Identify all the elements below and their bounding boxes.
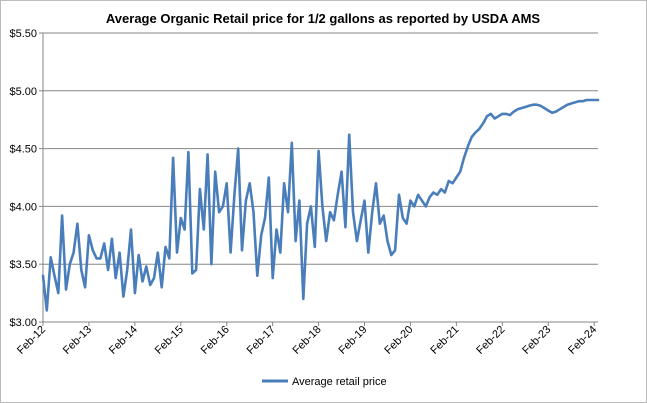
gridlines bbox=[43, 32, 598, 265]
legend: Average retail price bbox=[262, 376, 387, 388]
y-tick-label: $4.50 bbox=[9, 144, 37, 156]
y-tick-label: $5.00 bbox=[9, 86, 37, 98]
y-tick-label: $3.00 bbox=[9, 317, 37, 329]
legend-label: Average retail price bbox=[292, 376, 387, 388]
axes bbox=[42, 33, 598, 323]
series-group bbox=[41, 98, 600, 312]
chart-title: Average Organic Retail price for 1/2 gal… bbox=[106, 11, 541, 26]
x-tick-label: Feb-20 bbox=[382, 324, 415, 357]
x-tick-label: Feb-24 bbox=[566, 324, 599, 357]
x-tick-label: Feb-13 bbox=[61, 324, 94, 357]
x-tick-label: Feb-14 bbox=[107, 324, 140, 357]
x-axis-ticks: Feb-12 Feb-13 Feb-14 Feb-15 Feb-16 Feb-17 Feb-… bbox=[15, 322, 599, 357]
y-tick-label: $4.00 bbox=[9, 201, 37, 213]
x-tick-label: Feb-19 bbox=[337, 324, 370, 357]
x-tick-label: Feb-23 bbox=[520, 324, 553, 357]
series-line-average-retail-price bbox=[41, 98, 600, 312]
y-axis-ticks: $3.00 $3.50 $4.00 $4.50 $5.00 $5.50 bbox=[9, 28, 43, 329]
y-tick-label: $3.50 bbox=[9, 259, 37, 271]
x-tick-label: Feb-22 bbox=[474, 324, 507, 357]
x-tick-label: Feb-15 bbox=[153, 324, 186, 357]
y-tick-label: $5.50 bbox=[9, 28, 37, 40]
x-tick-label: Feb-16 bbox=[199, 324, 232, 357]
x-tick-label: Feb-18 bbox=[291, 324, 324, 357]
x-tick-label: Feb-17 bbox=[245, 324, 278, 357]
x-tick-label: Feb-21 bbox=[428, 324, 461, 357]
